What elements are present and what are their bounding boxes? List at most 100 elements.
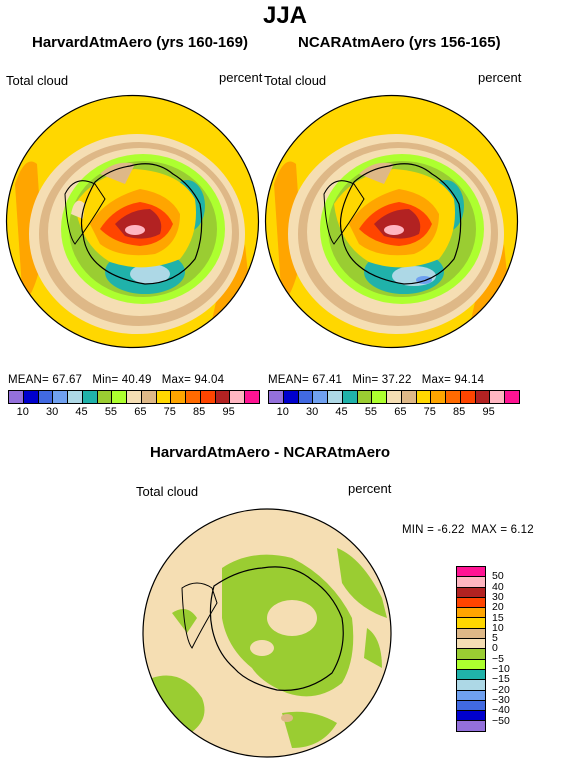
colorbar-swatch	[457, 587, 485, 598]
colorbar-swatch	[200, 391, 216, 403]
colorbar-swatch	[68, 391, 83, 403]
colorbar-swatch	[186, 391, 201, 403]
figure-title: JJA	[262, 2, 308, 29]
colorbar-tick-label: −10	[492, 663, 510, 675]
colorbar-swatch	[457, 649, 485, 660]
panel2-max-value: 94.14	[454, 374, 485, 386]
panel2-title: NCARAtmAero (yrs 156-165)	[298, 34, 501, 51]
colorbar-tick-label: 0	[492, 642, 498, 655]
colorbar-swatch	[446, 391, 461, 403]
colorbar-tick-label: −15	[492, 673, 510, 686]
colorbar-tick-label: −5	[492, 652, 504, 665]
colorbar-swatch	[457, 721, 485, 731]
panel2-colorbar	[268, 390, 520, 404]
colorbar-swatch	[457, 608, 485, 619]
colorbar-swatch	[171, 391, 187, 403]
panel2-min-label: Min=	[352, 374, 379, 386]
panel2-field-label: Total cloud	[264, 73, 327, 88]
colorbar-tick-label: 65	[134, 406, 147, 418]
panel1-colorbar-ticks: 10 30 45 55 65 75 85 95	[8, 406, 260, 420]
colorbar-swatch	[457, 669, 485, 681]
panel1-stats: MEAN= 67.67 Min= 40.49 Max= 94.04	[8, 374, 224, 386]
colorbar-swatch	[457, 597, 485, 609]
diff-colorbar	[456, 566, 486, 732]
panel2-min-value: 37.22	[381, 374, 412, 386]
colorbar-swatch	[97, 391, 113, 403]
colorbar-tick-label: 30	[305, 406, 319, 418]
colorbar-swatch	[372, 391, 388, 403]
panel2-colorbar-ticks: 10 30 45 55 65 75 85 95	[268, 406, 520, 420]
colorbar-swatch	[215, 391, 231, 403]
colorbar-tick-label: −40	[492, 704, 510, 717]
colorbar-swatch	[457, 618, 485, 629]
diff-colorbar-ticks: 50 40 30 20 15 10 5 0 −5 −10 −15 −20 −30 −40 −50	[492, 566, 532, 732]
panel1-title: HarvardAtmAero (yrs 160-169)	[32, 34, 248, 51]
colorbar-tick-label: 95	[222, 406, 235, 418]
diff-max-value: 6.12	[510, 524, 534, 536]
colorbar-swatch	[457, 700, 485, 712]
colorbar-swatch	[328, 391, 343, 403]
colorbar-swatch	[38, 391, 54, 403]
panel2-mean-label: MEAN=	[268, 374, 309, 386]
colorbar-swatch	[127, 391, 142, 403]
panel1-mean-value: 67.67	[52, 374, 83, 386]
diff-min-value: -6.22	[437, 524, 465, 536]
colorbar-swatch	[475, 391, 491, 403]
panel1-mean-label: MEAN=	[8, 374, 49, 386]
colorbar-tick-label: 75	[423, 406, 436, 418]
panel2-max-label: Max=	[421, 374, 451, 386]
colorbar-tick-label: 75	[163, 406, 176, 418]
colorbar-swatch	[283, 391, 299, 403]
colorbar-swatch	[112, 391, 128, 403]
colorbar-swatch	[401, 391, 417, 403]
colorbar-tick-label: 45	[75, 406, 88, 418]
colorbar-tick-label: −30	[492, 693, 510, 706]
colorbar-tick-label: 65	[394, 406, 407, 418]
colorbar-swatch	[9, 391, 24, 403]
diff-units-label: percent	[348, 481, 392, 496]
diff-panel-title: HarvardAtmAero - NCARAtmAero	[150, 444, 391, 461]
colorbar-swatch	[230, 391, 246, 403]
colorbar-swatch	[457, 567, 485, 578]
colorbar-swatch	[141, 391, 157, 403]
colorbar-swatch	[156, 391, 172, 403]
colorbar-swatch	[269, 391, 284, 403]
colorbar-swatch	[490, 391, 506, 403]
diff-field-label: Total cloud	[136, 484, 199, 499]
colorbar-swatch	[387, 391, 402, 403]
colorbar-tick-label: 30	[492, 590, 504, 603]
panel2-units-label: percent	[478, 70, 522, 85]
colorbar-swatch	[457, 659, 485, 670]
colorbar-tick-label: 30	[45, 406, 59, 418]
colorbar-swatch	[357, 391, 373, 403]
colorbar-tick-label: 10	[492, 621, 504, 634]
colorbar-tick-label: −50	[492, 714, 510, 727]
colorbar-tick-label: 20	[492, 601, 504, 614]
colorbar-tick-label: −20	[492, 683, 510, 696]
colorbar-swatch	[82, 391, 98, 403]
colorbar-tick-label: 55	[364, 406, 378, 418]
colorbar-swatch	[457, 639, 485, 650]
colorbar-swatch	[23, 391, 39, 403]
panel1-polar-map	[5, 94, 260, 349]
colorbar-swatch	[416, 391, 432, 403]
colorbar-tick-label: 50	[492, 570, 504, 583]
colorbar-tick-label: 55	[104, 406, 118, 418]
panel2-mean-value: 67.41	[312, 374, 343, 386]
colorbar-tick-label: 40	[492, 580, 504, 593]
colorbar-tick-label: 95	[482, 406, 495, 418]
panel2-stats: MEAN= 67.41 Min= 37.22 Max= 94.14	[268, 374, 484, 386]
colorbar-tick-label: 85	[453, 406, 466, 418]
colorbar-swatch	[53, 391, 69, 403]
panel1-field-label: Total cloud	[6, 73, 69, 88]
diff-min-label: MIN =	[402, 524, 434, 536]
colorbar-swatch	[313, 391, 329, 403]
colorbar-swatch	[457, 680, 485, 691]
colorbar-swatch	[245, 391, 260, 403]
colorbar-swatch	[431, 391, 447, 403]
colorbar-swatch	[457, 628, 485, 640]
colorbar-tick-label: 45	[335, 406, 348, 418]
colorbar-tick-label: 10	[276, 406, 289, 418]
colorbar-swatch	[505, 391, 520, 403]
diff-polar-map	[142, 508, 392, 758]
